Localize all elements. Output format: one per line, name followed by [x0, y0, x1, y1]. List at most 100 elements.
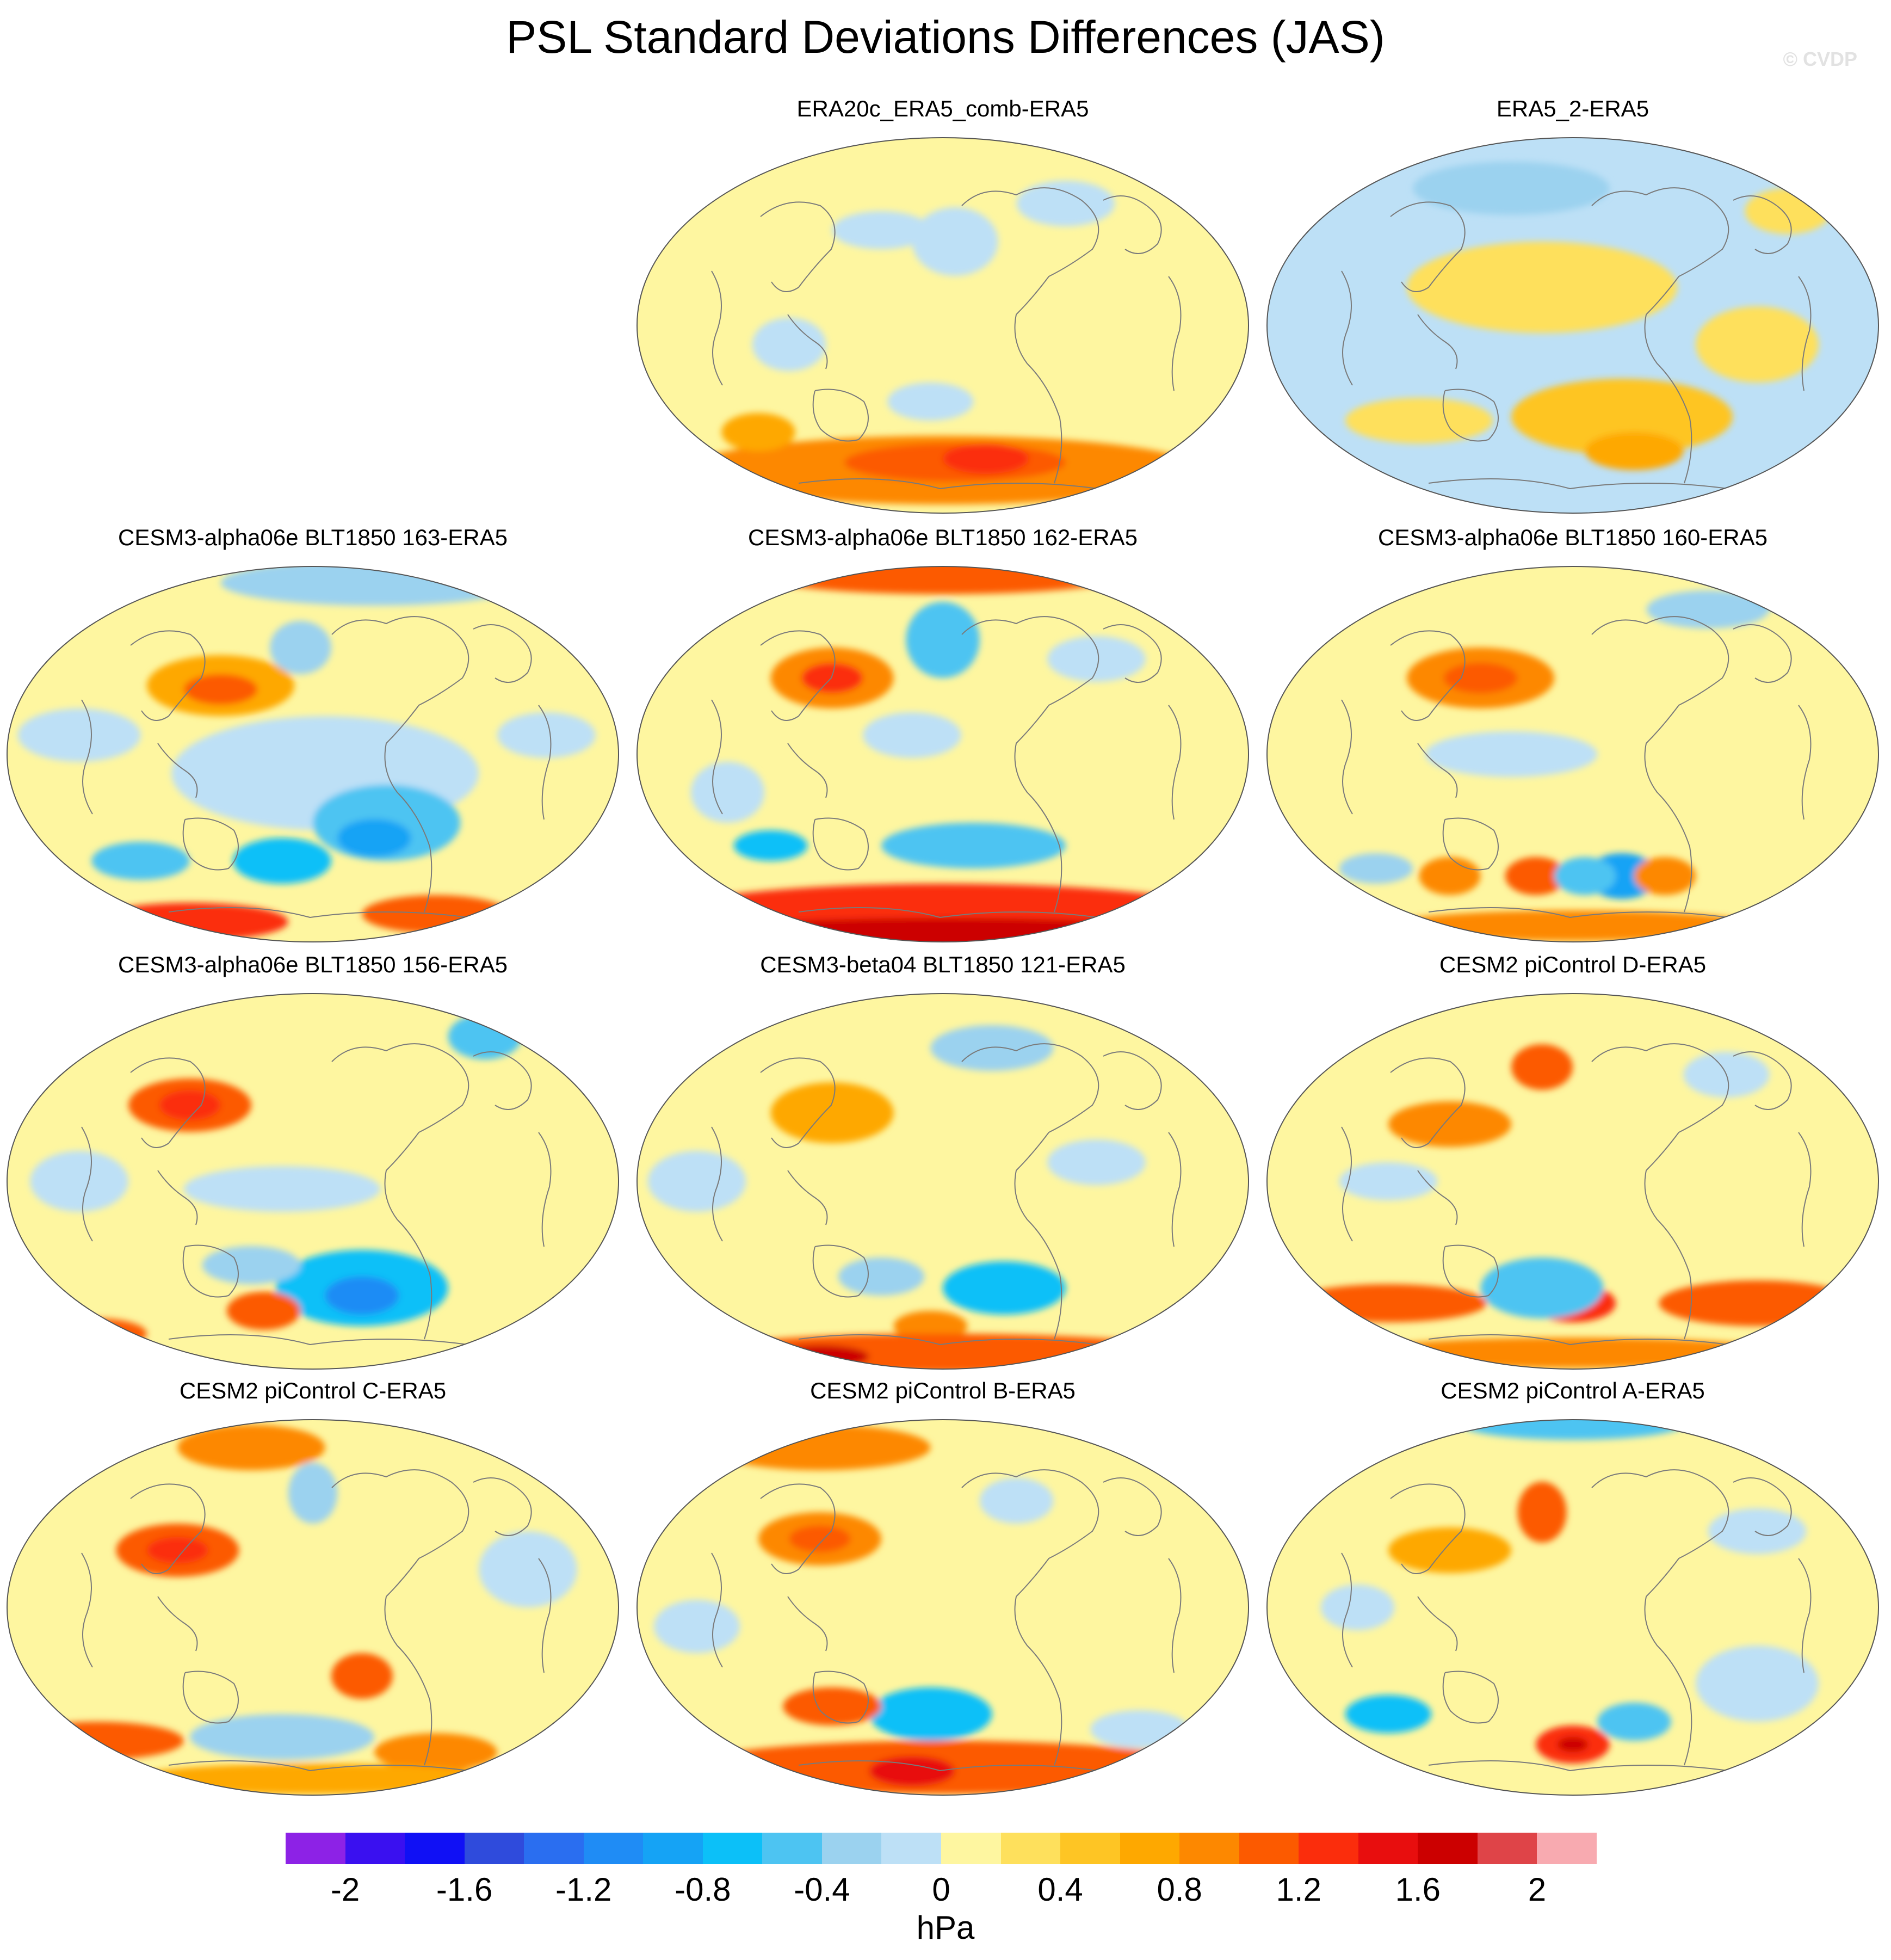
coastline — [81, 1552, 93, 1668]
coastline — [711, 270, 723, 386]
positive-anomaly-region — [183, 674, 258, 705]
coastline — [787, 314, 828, 369]
negative-anomaly-region — [653, 1600, 740, 1653]
map-panel: CESM3-alpha06e BLT1850 162-ERA5 — [635, 522, 1250, 947]
coastline — [1798, 276, 1812, 391]
coastline — [1591, 1043, 1729, 1171]
colorbar-swatch — [702, 1833, 763, 1864]
negative-anomaly-region — [733, 830, 808, 861]
panel-title: CESM3-alpha06e BLT1850 156-ERA5 — [118, 952, 508, 977]
panel-title: ERA5_2-ERA5 — [1496, 96, 1649, 121]
coastline — [1644, 743, 1692, 913]
colorbar-tick-label: -0.4 — [794, 1871, 850, 1908]
map-panel: CESM3-alpha06e BLT1850 160-ERA5 — [1265, 522, 1880, 947]
map-border — [1266, 566, 1879, 942]
robinson-globe-map — [1266, 137, 1879, 514]
negative-anomaly-region — [17, 708, 141, 762]
coastline — [1428, 907, 1728, 919]
map-border — [7, 1419, 619, 1796]
coastline — [787, 1596, 828, 1651]
coastline — [1014, 743, 1062, 913]
coastline — [1390, 1483, 1466, 1574]
coastline — [798, 1334, 1098, 1346]
figure-title: PSL Standard Deviations Differences (JAS… — [506, 11, 1385, 63]
positive-anomaly-region — [943, 443, 1029, 474]
map-border — [1266, 993, 1879, 1370]
contour-field — [637, 138, 1249, 513]
negative-anomaly-region — [930, 1025, 1054, 1071]
coastline — [1417, 1170, 1458, 1225]
negative-anomaly-region — [1016, 181, 1115, 226]
negative-anomaly-region — [979, 1478, 1054, 1524]
panel-title: CESM3-beta04 BLT1850 121-ERA5 — [760, 952, 1126, 977]
coastline — [538, 1132, 552, 1247]
coastline — [1168, 705, 1182, 820]
negative-anomaly-region — [1425, 731, 1598, 777]
negative-anomaly-region — [1339, 1162, 1438, 1200]
positive-anomaly-region — [709, 1425, 931, 1470]
negative-anomaly-region — [1090, 1710, 1189, 1748]
positive-anomaly-region — [331, 1653, 393, 1699]
negative-anomaly-region — [233, 838, 331, 884]
contour-field — [1267, 566, 1878, 942]
map-panel: ERA5_2-ERA5 — [1265, 94, 1880, 518]
colorbar-swatch — [1299, 1833, 1359, 1864]
robinson-globe-map — [1266, 1419, 1879, 1796]
robinson-globe-map — [7, 993, 619, 1370]
colorbar-tick-label: -1.6 — [436, 1871, 493, 1908]
positive-anomaly-region — [1585, 432, 1684, 470]
coastlines — [711, 1469, 1182, 1772]
coastline — [473, 624, 532, 683]
coastline — [1390, 630, 1466, 721]
positive-anomaly-region — [1388, 1527, 1511, 1573]
coastlines — [711, 1043, 1182, 1346]
coastline — [182, 1671, 239, 1724]
coastline — [1341, 1552, 1353, 1668]
contour-field — [7, 566, 619, 942]
panel-title: CESM2 piControl A-ERA5 — [1441, 1378, 1705, 1403]
coastline — [1014, 1596, 1062, 1766]
positive-anomaly-region — [48, 1318, 147, 1349]
coastlines — [1341, 187, 1812, 490]
coastline — [384, 743, 432, 913]
positive-anomaly-region — [1511, 1044, 1573, 1090]
colorbar-swatch — [1179, 1833, 1240, 1864]
negative-anomaly-region — [479, 1531, 577, 1607]
colorbar-swatch — [1358, 1833, 1418, 1864]
map-panel: CESM3-alpha06e BLT1850 156-ERA5 — [5, 950, 620, 1374]
coastline — [1103, 624, 1162, 683]
coastline — [812, 389, 869, 442]
coastline — [1798, 1558, 1812, 1673]
colorbar-tick-label: -1.2 — [555, 1871, 612, 1908]
map-border — [1266, 1419, 1879, 1796]
coastline — [1014, 1170, 1062, 1340]
colorbar-tick-label: 2 — [1528, 1871, 1547, 1908]
coastline — [538, 1558, 552, 1673]
colorbar-tick-label: 0.8 — [1157, 1871, 1202, 1908]
negative-anomaly-region — [325, 1277, 399, 1315]
contour-field — [637, 994, 1249, 1369]
negative-anomaly-region — [497, 712, 596, 758]
coastline — [711, 1552, 723, 1668]
coastline — [812, 817, 869, 871]
map-border — [1266, 137, 1879, 514]
negative-anomaly-region — [838, 1258, 925, 1296]
map-panel: ERA20c_ERA5_comb-ERA5 — [635, 94, 1250, 518]
coastline — [760, 630, 836, 721]
positive-anomaly-region — [226, 1292, 301, 1330]
coastline — [787, 743, 828, 798]
positive-anomaly-region — [1505, 857, 1567, 895]
negative-anomaly-region — [1708, 1508, 1807, 1554]
positive-anomaly-region — [801, 663, 863, 693]
colorbar-swatch — [1477, 1833, 1537, 1864]
coastline — [961, 187, 1099, 315]
positive-anomaly-region — [159, 1090, 221, 1120]
colorbar-tick-label: 0.4 — [1037, 1871, 1083, 1908]
coastline — [1390, 201, 1466, 292]
coastline — [812, 1244, 869, 1298]
positive-anomaly-region — [697, 918, 1189, 942]
coastline — [1103, 195, 1162, 254]
positive-anomaly-region — [146, 1537, 208, 1564]
positive-anomaly-region — [893, 1311, 968, 1341]
coastlines — [1341, 1469, 1812, 1772]
